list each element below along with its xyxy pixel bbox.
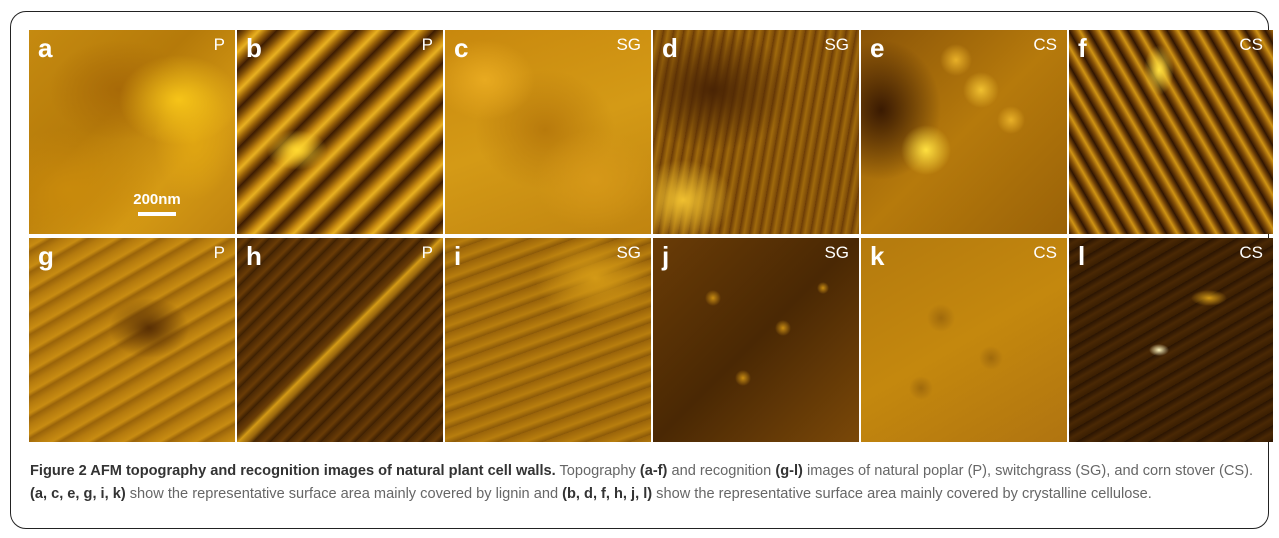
afm-image-c xyxy=(445,30,651,234)
sample-tag: P xyxy=(213,243,225,262)
panel-e: e CS xyxy=(861,30,1067,234)
panel-letter: c xyxy=(454,33,469,63)
panel-letter: b xyxy=(246,33,262,63)
sample-tag: CS xyxy=(1239,35,1263,54)
caption-text: show the representative surface area mai… xyxy=(652,486,1152,502)
afm-image-a xyxy=(29,30,235,234)
afm-image-grid: a P 200nm b P c SG d SG e CS f CS g P h … xyxy=(29,30,1273,443)
scale-bar-label: 200nm xyxy=(133,191,181,208)
sample-tag: P xyxy=(421,243,433,262)
sample-tag: SG xyxy=(824,35,849,54)
sample-tag: CS xyxy=(1033,35,1057,54)
panel-letter: f xyxy=(1078,33,1087,63)
panel-letter: h xyxy=(246,241,262,271)
afm-image-k xyxy=(861,238,1067,442)
sample-tag: P xyxy=(213,35,225,54)
figure-caption: Figure 2 AFM topography and recognition … xyxy=(30,460,1255,506)
caption-text: Topography xyxy=(555,463,640,479)
panel-i: i SG xyxy=(445,238,651,442)
panel-j: j SG xyxy=(653,238,859,442)
scale-bar xyxy=(138,212,176,216)
panel-l: l CS xyxy=(1069,238,1273,442)
afm-image-h xyxy=(237,238,443,442)
afm-image-e xyxy=(861,30,1067,234)
afm-image-j xyxy=(653,238,859,442)
sample-tag: P xyxy=(421,35,433,54)
panel-letter: k xyxy=(870,241,885,271)
afm-image-b xyxy=(237,30,443,234)
panel-h: h P xyxy=(237,238,443,442)
sample-tag: SG xyxy=(824,243,849,262)
sample-tag: CS xyxy=(1033,243,1057,262)
panel-g: g P xyxy=(29,238,235,442)
afm-image-d xyxy=(653,30,859,234)
afm-image-l xyxy=(1069,238,1273,442)
panel-d: d SG xyxy=(653,30,859,234)
sample-tag: SG xyxy=(616,243,641,262)
caption-title: Figure 2 AFM topography and recognition … xyxy=(30,463,556,479)
panel-letter: i xyxy=(454,241,462,271)
panel-letter: g xyxy=(38,241,54,271)
caption-text: and recognition xyxy=(667,463,776,479)
panel-letter: l xyxy=(1078,241,1086,271)
panel-letter: a xyxy=(38,33,53,63)
afm-image-i xyxy=(445,238,651,442)
caption-ref: (a-f) xyxy=(639,463,668,479)
afm-image-f xyxy=(1069,30,1273,234)
sample-tag: CS xyxy=(1239,243,1263,262)
panel-letter: d xyxy=(662,33,678,63)
panel-letter: e xyxy=(870,33,885,63)
sample-tag: SG xyxy=(616,35,641,54)
caption-ref: (a, c, e, g, i, k) xyxy=(30,486,126,502)
caption-text: images of natural poplar (P), switchgras… xyxy=(802,463,1254,479)
panel-f: f CS xyxy=(1069,30,1273,234)
panel-c: c SG xyxy=(445,30,651,234)
caption-text: show the representative surface area mai… xyxy=(125,486,563,502)
panel-b: b P xyxy=(237,30,443,234)
caption-ref: (g-l) xyxy=(775,463,803,479)
panel-letter: j xyxy=(662,241,670,271)
afm-image-g xyxy=(29,238,235,442)
caption-ref: (b, d, f, h, j, l) xyxy=(562,486,653,502)
panel-a: a P 200nm xyxy=(29,30,235,234)
panel-k: k CS xyxy=(861,238,1067,442)
